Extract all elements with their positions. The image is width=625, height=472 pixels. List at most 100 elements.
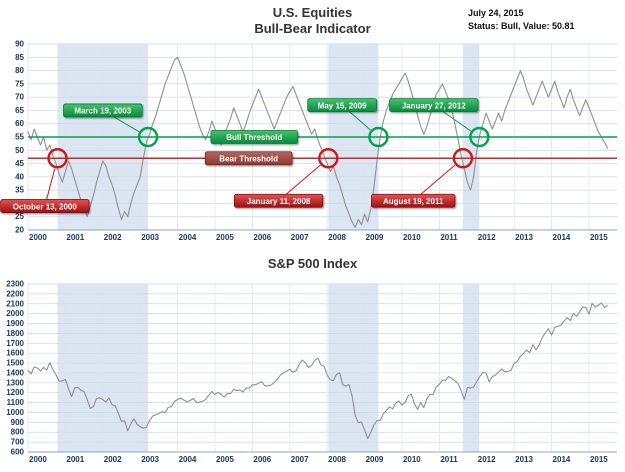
y-tick-label: 2000 <box>6 309 24 318</box>
y-tick-label: 900 <box>11 418 25 427</box>
bear-threshold-ribbon: Bear Threshold <box>204 151 293 166</box>
annotation-box: January 11, 2008 <box>233 193 324 208</box>
annotation-box: October 13, 2000 <box>0 199 90 213</box>
y-tick-label: 800 <box>11 428 25 437</box>
y-tick-label: 1300 <box>6 378 24 387</box>
red-signal-circle <box>318 148 339 169</box>
y-tick-label: 90 <box>15 40 24 49</box>
sp500-chart-title: S&P 500 Index <box>267 256 358 271</box>
y-tick-label: 1600 <box>6 349 24 358</box>
red-signal-circle <box>47 148 68 169</box>
annotation-box: March 19, 2003 <box>63 103 143 118</box>
y-tick-label: 80 <box>15 66 24 75</box>
x-tick-label: 2013 <box>515 233 533 242</box>
x-tick-label: 2007 <box>291 455 309 464</box>
ribbon-text: Bull Threshold <box>226 133 282 142</box>
x-tick-label: 2009 <box>366 455 384 464</box>
x-tick-label: 2011 <box>440 233 458 242</box>
red-signal-circle <box>452 148 474 169</box>
annotation-text: May 15, 2009 <box>318 101 367 110</box>
x-tick-label: 2014 <box>553 455 571 464</box>
annotation-box: January 27, 2012 <box>389 98 479 113</box>
series-line <box>27 56 609 228</box>
sp500-chart: 6007008009001000110012001300140015001600… <box>6 280 617 464</box>
bull-threshold-ribbon: Bull Threshold <box>210 130 299 144</box>
x-tick-label: 2005 <box>216 233 234 242</box>
y-tick-label: 1400 <box>6 368 24 377</box>
y-tick-label: 1100 <box>7 398 25 407</box>
x-tick-label: 2003 <box>141 455 159 464</box>
recession-band <box>328 284 379 452</box>
y-tick-label: 75 <box>15 79 24 88</box>
y-tick-label: 2200 <box>6 289 24 298</box>
report-date: July 24, 2015 <box>468 8 524 18</box>
y-tick-label: 65 <box>15 106 24 115</box>
annotation-text: October 13, 2000 <box>13 202 78 211</box>
y-tick-label: 60 <box>15 119 24 128</box>
annotation-rect <box>389 98 479 113</box>
annotation-rect <box>307 98 377 113</box>
y-tick-label: 85 <box>15 53 24 62</box>
x-tick-label: 2001 <box>66 455 84 464</box>
x-tick-label: 2000 <box>29 455 47 464</box>
annotation-box: May 15, 2009 <box>307 98 377 113</box>
annotation-box: August 19, 2011 <box>371 193 456 208</box>
annotation-text: August 19, 2011 <box>383 197 444 206</box>
x-tick-label: 2004 <box>179 455 197 464</box>
x-tick-label: 2014 <box>553 233 571 242</box>
x-tick-label: 2008 <box>328 233 346 242</box>
y-tick-label: 55 <box>15 133 24 142</box>
x-tick-label: 2009 <box>366 233 384 242</box>
page-title: U.S. Equities Bull-Bear Indicator <box>0 5 625 37</box>
green-signal-circle <box>368 126 389 148</box>
y-tick-label: 1900 <box>6 319 24 328</box>
annotation-rect <box>63 103 143 118</box>
x-tick-label: 2005 <box>216 455 234 464</box>
x-tick-label: 2012 <box>478 455 496 464</box>
bull-bear-chart: 2025303540455055606570758085902000200120… <box>0 40 617 242</box>
x-tick-label: 2011 <box>440 455 458 464</box>
y-tick-label: 45 <box>15 159 24 168</box>
y-tick-label: 35 <box>15 186 24 195</box>
annotation-rect <box>0 199 90 213</box>
x-tick-label: 2013 <box>515 455 533 464</box>
y-tick-label: 2100 <box>6 299 24 308</box>
annotation-text: January 27, 2012 <box>402 101 467 110</box>
status-block: July 24, 2015 Status: Bull, Value: 50.81 <box>468 7 575 33</box>
x-tick-label: 2010 <box>403 233 421 242</box>
x-tick-label: 2015 <box>590 233 608 242</box>
y-tick-label: 2300 <box>6 280 24 289</box>
status-value: Status: Bull, Value: 50.81 <box>468 21 575 31</box>
y-tick-label: 1800 <box>6 329 24 338</box>
annotation-rect <box>371 193 456 208</box>
y-tick-label: 20 <box>15 226 24 235</box>
x-tick-label: 2001 <box>66 233 84 242</box>
y-tick-label: 25 <box>15 212 24 221</box>
y-tick-label: 600 <box>11 448 25 457</box>
ribbon-rect <box>204 151 293 166</box>
y-tick-label: 700 <box>11 438 25 447</box>
y-tick-label: 1700 <box>6 339 24 348</box>
annotation-rect <box>233 193 324 208</box>
x-tick-label: 2007 <box>291 233 309 242</box>
y-tick-label: 40 <box>15 172 24 181</box>
x-tick-label: 2006 <box>253 233 271 242</box>
ribbon-text: Bear Threshold <box>219 154 278 163</box>
x-tick-label: 2012 <box>478 233 496 242</box>
series-line <box>27 302 609 440</box>
x-tick-label: 2002 <box>104 233 122 242</box>
annotation-text: January 11, 2008 <box>247 197 311 206</box>
y-tick-label: 1200 <box>6 388 24 397</box>
x-tick-label: 2008 <box>328 455 346 464</box>
x-tick-label: 2010 <box>403 455 421 464</box>
green-signal-circle <box>137 126 159 148</box>
green-signal-circle <box>469 126 490 148</box>
x-tick-label: 2015 <box>590 455 608 464</box>
y-tick-label: 1000 <box>6 408 24 417</box>
x-tick-label: 2004 <box>179 233 197 242</box>
x-tick-label: 2002 <box>104 455 122 464</box>
y-tick-label: 70 <box>15 93 24 102</box>
x-tick-label: 2003 <box>141 233 159 242</box>
x-tick-label: 2006 <box>253 455 271 464</box>
